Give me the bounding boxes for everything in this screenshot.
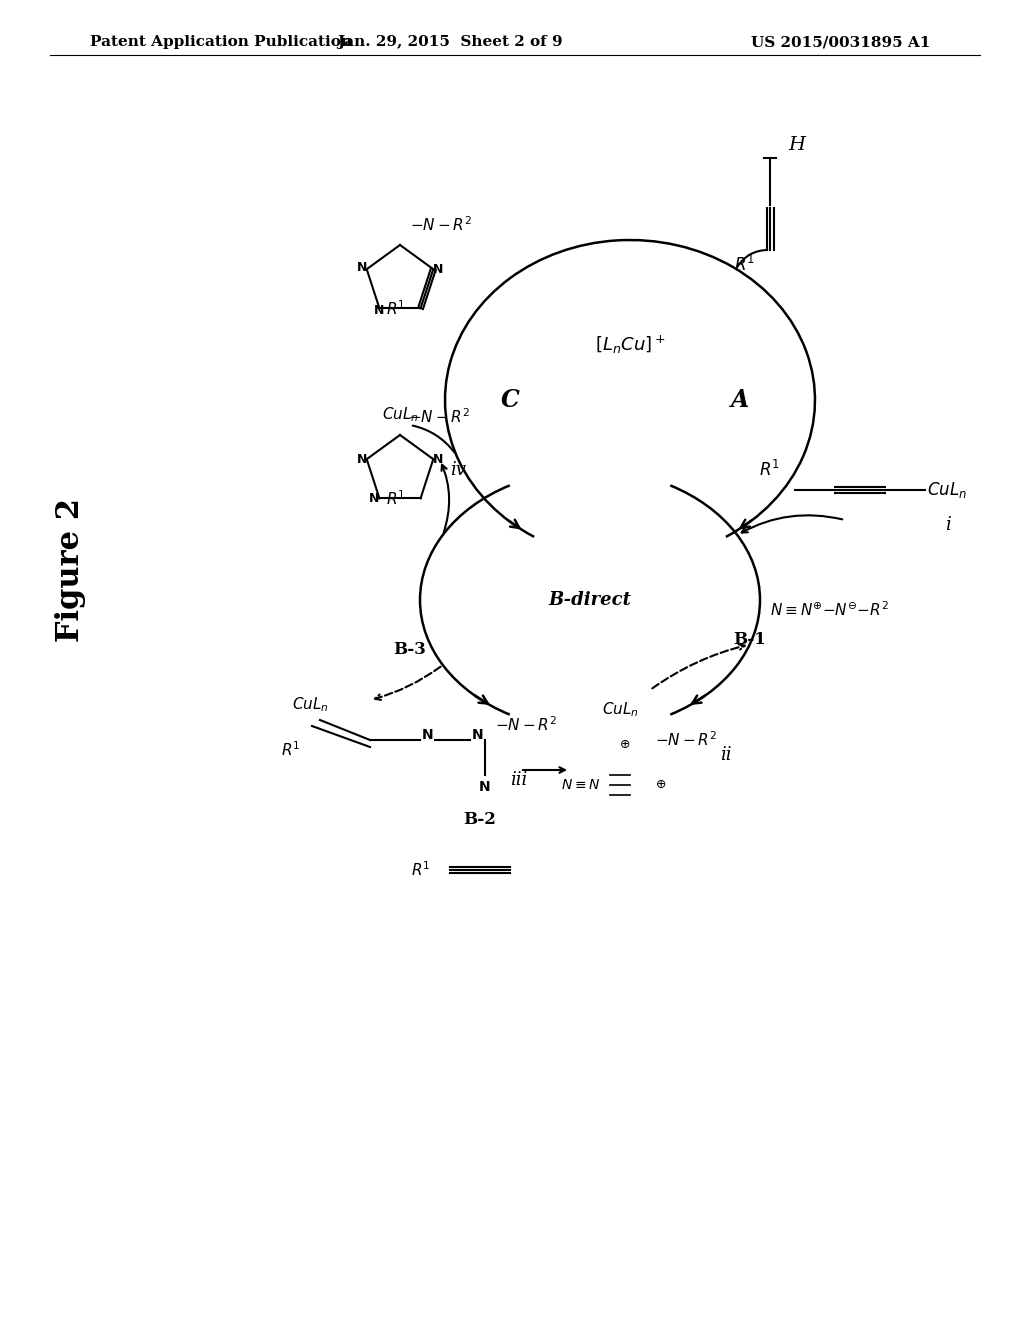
Text: $N{\equiv}N^{\oplus}{-}N^{\ominus}{-}R^2$: $N{\equiv}N^{\oplus}{-}N^{\ominus}{-}R^2… [770,601,889,619]
Text: $-N-R^2$: $-N-R^2$ [655,731,718,750]
Text: A: A [731,388,750,412]
Text: N: N [374,304,385,317]
Text: $R^1$: $R^1$ [734,255,755,275]
Text: $R^1$: $R^1$ [759,459,780,480]
Text: $CuL_n$: $CuL_n$ [927,480,967,500]
Text: $CuL_n$: $CuL_n$ [382,405,419,424]
Text: $R^1$: $R^1$ [281,741,300,759]
Text: $R^1$: $R^1$ [386,298,406,318]
Text: ii: ii [720,746,731,764]
Text: N: N [370,492,380,504]
Text: iv: iv [450,461,466,479]
Text: Jan. 29, 2015  Sheet 2 of 9: Jan. 29, 2015 Sheet 2 of 9 [337,36,563,49]
Text: $N{\equiv}N$: $N{\equiv}N$ [560,777,600,792]
Text: $-N-R^2$: $-N-R^2$ [495,715,557,734]
Text: B-3: B-3 [393,642,426,659]
Text: N: N [433,263,443,276]
Text: N: N [472,729,483,742]
Text: N: N [479,780,490,795]
Text: N: N [433,453,443,466]
Text: $-N-R^2$: $-N-R^2$ [408,408,470,426]
Text: i: i [945,516,950,535]
Text: $R^1$: $R^1$ [411,861,430,879]
Text: N: N [356,260,367,273]
Text: B-1: B-1 [733,631,766,648]
Text: $[L_nCu]^+$: $[L_nCu]^+$ [595,334,666,356]
Text: $R^1$: $R^1$ [386,488,406,508]
Text: Patent Application Publication: Patent Application Publication [90,36,352,49]
Text: N: N [356,453,367,466]
Text: $\oplus$: $\oplus$ [620,738,631,751]
Text: iii: iii [510,771,527,789]
Text: $\oplus$: $\oplus$ [655,779,667,792]
Text: B-2: B-2 [464,812,497,829]
Text: US 2015/0031895 A1: US 2015/0031895 A1 [751,36,930,49]
Text: N: N [422,729,433,742]
Text: H: H [788,136,805,154]
Text: $-N-R^2$: $-N-R^2$ [410,215,472,235]
Text: B-direct: B-direct [549,591,632,609]
Text: C: C [501,388,519,412]
Text: $CuL_n$: $CuL_n$ [601,701,638,719]
Text: Figure 2: Figure 2 [55,498,86,642]
Text: $CuL_n$: $CuL_n$ [292,696,329,714]
